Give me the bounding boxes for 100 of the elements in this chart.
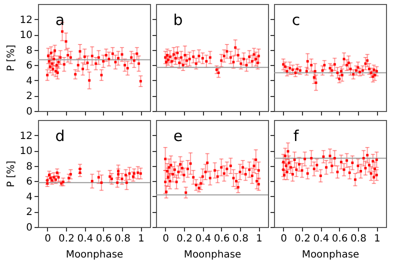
point xyxy=(164,180,167,184)
point xyxy=(100,74,103,76)
point xyxy=(284,154,286,158)
point xyxy=(288,162,290,164)
point xyxy=(192,176,195,179)
y-tick-label: 6 xyxy=(26,60,32,72)
point xyxy=(290,166,292,169)
point xyxy=(364,62,367,65)
point xyxy=(222,54,226,58)
point xyxy=(208,176,212,180)
point xyxy=(217,72,220,74)
point xyxy=(256,180,258,182)
point xyxy=(50,52,52,54)
point xyxy=(194,184,198,186)
point xyxy=(214,169,216,172)
point xyxy=(201,175,204,178)
point xyxy=(220,166,223,169)
point xyxy=(284,65,286,68)
x-tick-label: 0.2 xyxy=(294,234,310,244)
point xyxy=(52,58,56,60)
point xyxy=(294,72,297,74)
point xyxy=(323,64,326,66)
point xyxy=(250,174,254,178)
point xyxy=(375,174,378,176)
point xyxy=(136,52,138,55)
x-tick-label: 0.8 xyxy=(232,234,248,244)
point xyxy=(138,62,140,65)
point xyxy=(282,63,285,66)
point xyxy=(177,170,180,174)
point xyxy=(104,54,108,56)
y-tick-label: 10 xyxy=(20,146,32,158)
point xyxy=(189,162,192,165)
point xyxy=(254,58,258,60)
point xyxy=(184,54,186,56)
point xyxy=(52,68,54,70)
x-tick-label: 0.8 xyxy=(350,234,366,244)
annotation: a xyxy=(55,11,65,29)
point xyxy=(68,176,70,180)
point xyxy=(336,170,339,174)
y-tick-label: 8 xyxy=(26,45,32,56)
point xyxy=(296,68,299,70)
point xyxy=(366,154,369,156)
point xyxy=(347,62,350,64)
y-tick-label: 0 xyxy=(26,106,32,118)
point xyxy=(176,52,179,54)
point xyxy=(322,155,325,158)
y-tick-label: 2 xyxy=(26,207,32,218)
point xyxy=(257,169,260,172)
x-tick-label: 0.6 xyxy=(96,234,112,244)
point xyxy=(88,79,91,82)
point xyxy=(94,62,98,65)
y-tick-label: 4 xyxy=(26,192,32,203)
y-tick-label: 12 xyxy=(20,14,32,26)
x-axis-title: Moonphase xyxy=(184,250,242,260)
point xyxy=(338,78,341,80)
point xyxy=(372,75,374,78)
x-tick-label: 0.4 xyxy=(195,234,212,244)
x-tick-label: 0.4 xyxy=(313,234,330,244)
y-tick-label: 8 xyxy=(26,161,32,172)
y-axis-title: P [%] xyxy=(6,160,17,188)
point xyxy=(178,62,181,64)
point xyxy=(108,175,112,178)
point xyxy=(57,60,60,64)
point xyxy=(330,164,334,168)
point xyxy=(175,180,178,184)
y-tick-label: 12 xyxy=(20,130,32,142)
point xyxy=(372,176,376,179)
point xyxy=(298,163,300,166)
point xyxy=(336,72,339,74)
annotation: d xyxy=(55,127,65,145)
x-axis-title: Moonphase xyxy=(302,250,360,260)
point xyxy=(66,54,70,56)
x-axis-title: Moonphase xyxy=(66,250,124,260)
point xyxy=(52,176,56,179)
x-tick-label: 0.6 xyxy=(214,234,230,244)
point xyxy=(102,60,105,63)
x-tick-label: 0 xyxy=(280,234,288,244)
point xyxy=(54,49,56,52)
y-tick-label: 10 xyxy=(20,30,32,42)
point xyxy=(82,68,84,70)
point xyxy=(194,62,198,65)
point xyxy=(368,68,370,70)
point xyxy=(48,174,50,176)
point xyxy=(234,46,237,49)
point xyxy=(333,156,336,160)
point xyxy=(236,54,240,56)
point xyxy=(368,164,370,166)
annotation: e xyxy=(173,127,183,145)
x-tick-label: 0.2 xyxy=(58,234,74,244)
point xyxy=(48,65,52,68)
point xyxy=(216,175,219,178)
x-tick-label: 0 xyxy=(162,234,170,244)
point xyxy=(240,62,242,65)
point xyxy=(124,64,126,66)
point xyxy=(232,60,235,64)
point xyxy=(295,168,298,171)
point xyxy=(229,164,232,168)
annotation: f xyxy=(293,127,300,145)
point xyxy=(182,64,184,66)
point xyxy=(354,178,356,181)
